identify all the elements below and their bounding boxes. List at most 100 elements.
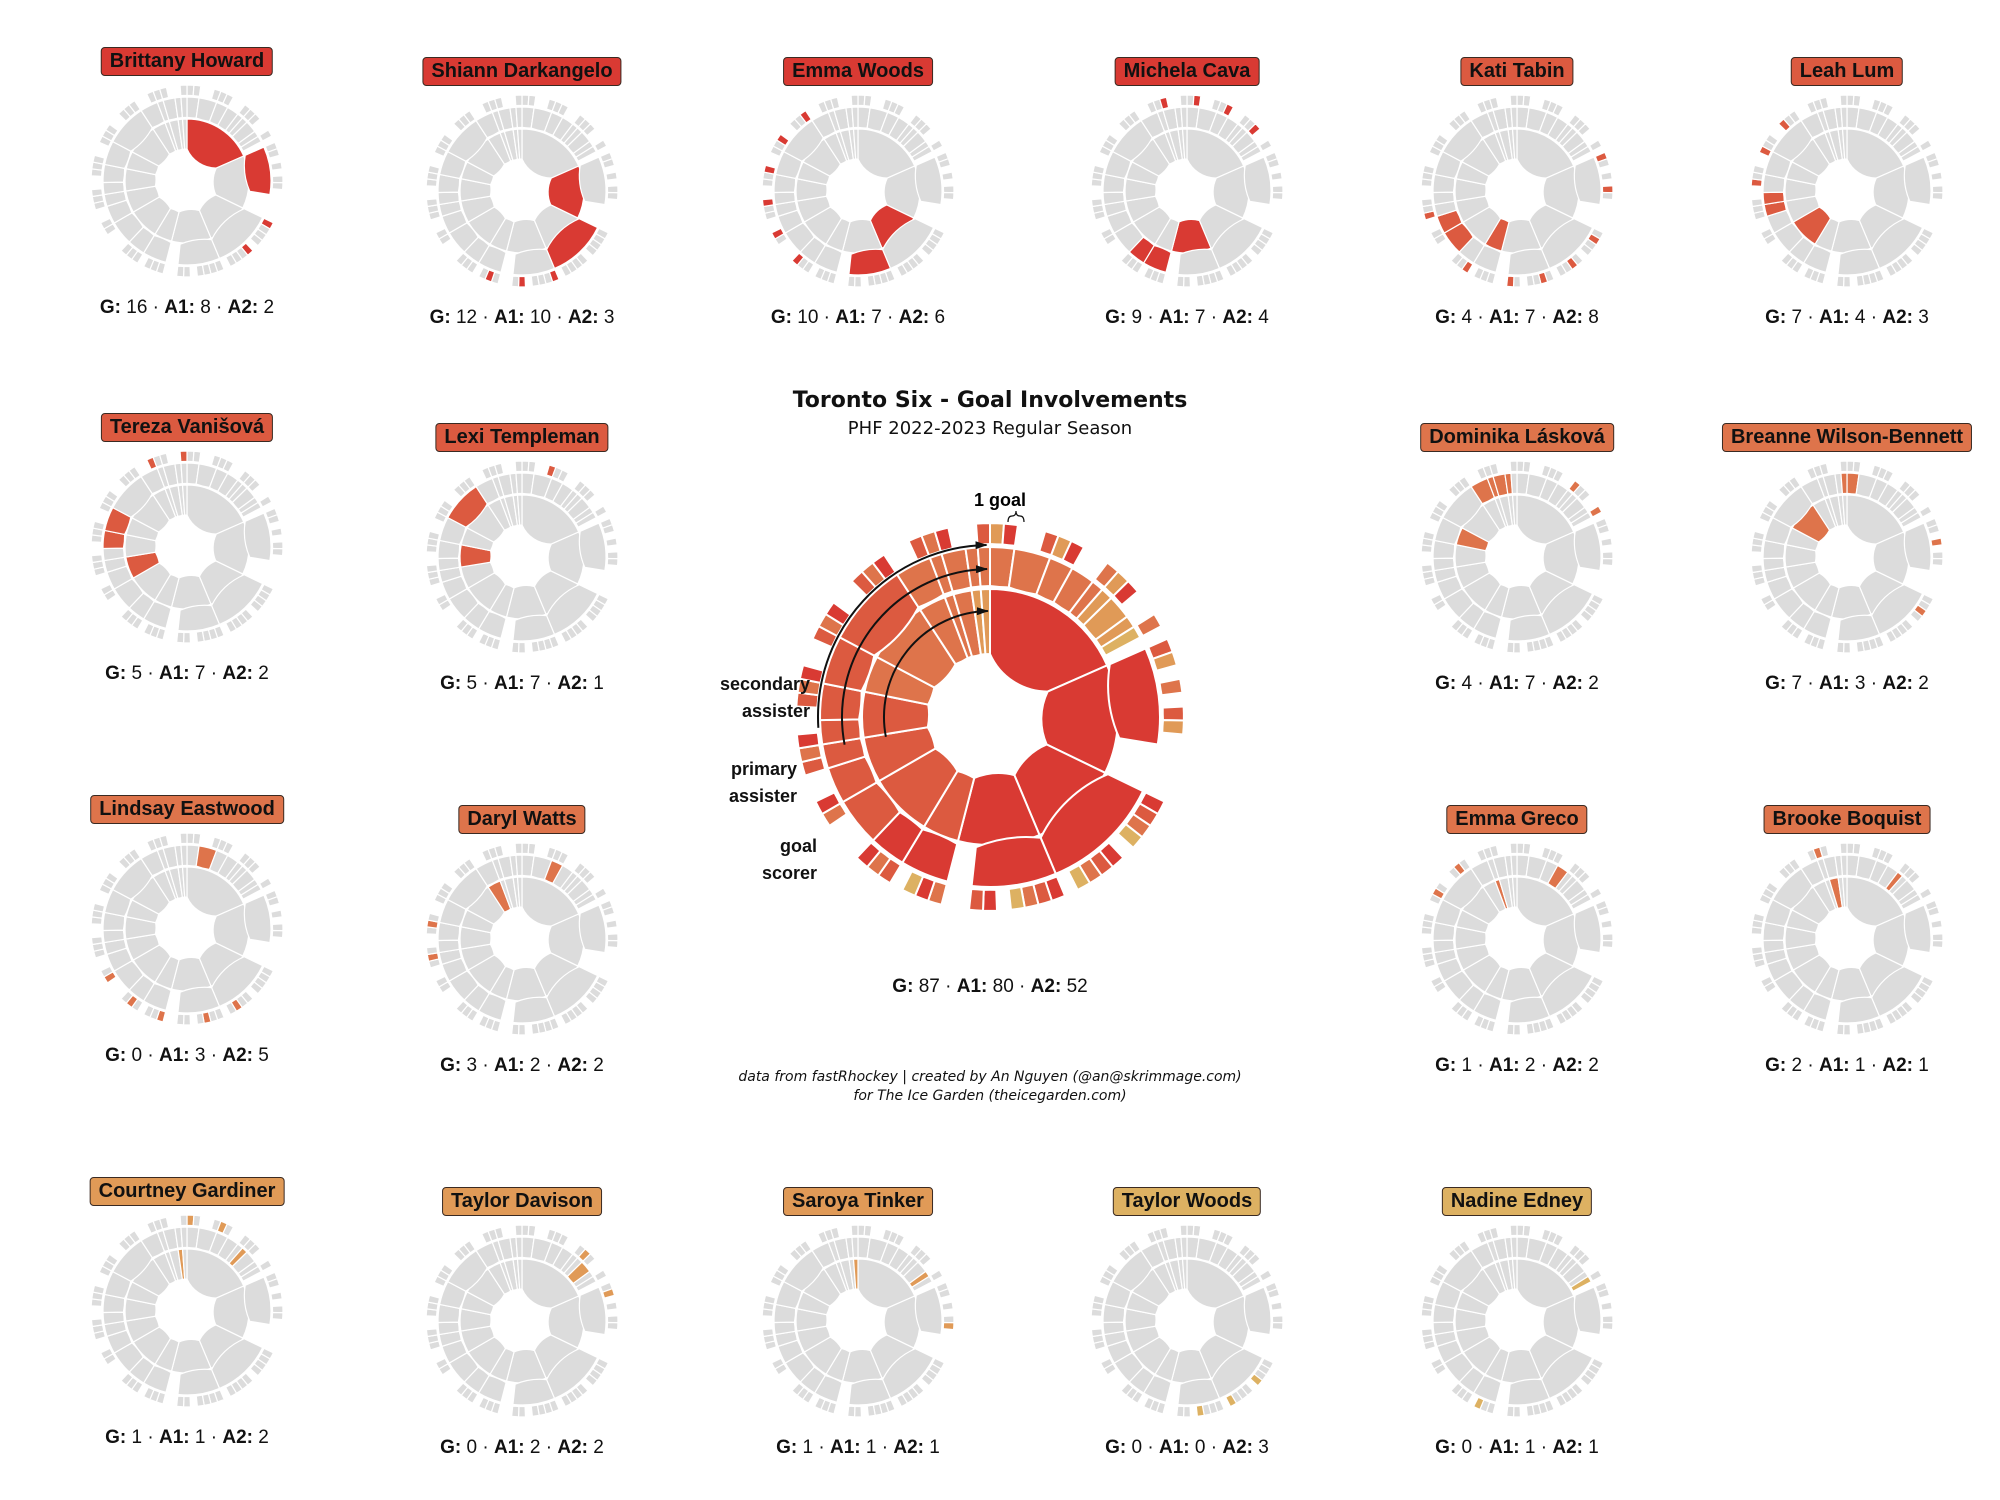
player-secondary-assists: 6 <box>929 307 946 328</box>
player-segment-secondary <box>601 157 616 169</box>
player-segment-secondary <box>1158 96 1170 110</box>
player-segment-secondary <box>195 264 205 278</box>
player-segment-secondary <box>1224 1393 1238 1408</box>
player-segment-secondary <box>893 103 906 117</box>
player-name-badge: Taylor Woods <box>1112 1187 1262 1216</box>
player-segment-secondary <box>1759 975 1774 988</box>
player-segment-secondary <box>1505 275 1515 288</box>
player-secondary-assists: 3 <box>598 307 615 328</box>
stat-label-g: G: <box>1435 673 1457 694</box>
player-segment-secondary <box>1552 469 1565 483</box>
player-segment-secondary <box>1488 462 1500 476</box>
player-segment-primary <box>1507 996 1551 1024</box>
stat-label-a2: A2: <box>567 307 599 328</box>
player-stats: G: 9 · A1: 7 · A2: 4 <box>1105 307 1269 329</box>
player-segment-secondary <box>1882 103 1895 117</box>
stat-label-g: G: <box>105 1427 127 1448</box>
stat-label-a1: A1: <box>494 1437 525 1458</box>
player-segment-primary <box>1840 106 1848 129</box>
player-primary-assists: 3 <box>1849 673 1871 694</box>
player-segment-secondary <box>942 1321 955 1331</box>
player-segment-secondary <box>606 191 619 201</box>
player-segment-secondary <box>850 1224 859 1237</box>
player-primary-assists: 7 <box>1189 307 1211 328</box>
player-segment-secondary <box>510 641 520 654</box>
player-segment-secondary <box>1931 557 1944 567</box>
stat-label-g: G: <box>1765 1055 1787 1076</box>
player-segment-secondary <box>1780 618 1794 633</box>
player-segment-secondary <box>1788 857 1802 872</box>
player-secondary-assists: 1 <box>1582 1437 1599 1458</box>
player-segment-primary <box>243 512 272 562</box>
stat-sep: · <box>1870 307 1883 328</box>
player-segment-secondary <box>425 946 439 956</box>
player-segment-secondary <box>1909 243 1924 257</box>
legend-arrows <box>817 541 989 745</box>
stat-sep: · <box>1477 307 1489 328</box>
stat-sep: · <box>545 673 558 694</box>
player-segment-secondary <box>1552 1233 1565 1247</box>
player-segment-secondary <box>1271 1315 1284 1324</box>
player-segment-secondary <box>1120 252 1134 267</box>
team-segment-secondary <box>1116 822 1144 850</box>
stat-sep: · <box>1210 1437 1223 1458</box>
player-segment-secondary <box>1882 469 1895 483</box>
player-segment-secondary <box>270 909 283 919</box>
player-goals: 2 <box>1786 1055 1808 1076</box>
player-segment-secondary <box>941 1301 954 1311</box>
stat-label-g: G: <box>776 1437 798 1458</box>
stat-label-a2: A2: <box>557 1055 588 1076</box>
stat-label-a2: A2: <box>893 1437 924 1458</box>
player-segment-secondary <box>1855 640 1865 654</box>
player-segment-primary <box>1240 145 1263 163</box>
stat-sep: · <box>1870 1055 1883 1076</box>
player-segment-secondary <box>1600 919 1613 929</box>
stat-sep: · <box>1540 1437 1553 1458</box>
player-segment-secondary <box>527 460 537 473</box>
player-segment-secondary <box>1552 851 1565 865</box>
player-segment-secondary <box>493 1226 505 1240</box>
player-segment-secondary <box>1505 1023 1515 1036</box>
player-segment-primary <box>914 1286 943 1336</box>
player-segment-primary <box>512 248 556 276</box>
player-segment-secondary <box>763 1294 777 1305</box>
player-segment-secondary <box>1931 191 1944 201</box>
player-name-badge: Lexi Templeman <box>435 423 609 452</box>
player-sunburst <box>425 460 619 654</box>
player-name-badge: Saroya Tinker <box>783 1187 933 1216</box>
player-segment-secondary <box>463 109 477 124</box>
legend-goal-scorer-line1: goal <box>780 836 817 856</box>
player-segment-secondary <box>1855 274 1865 288</box>
player-segment-secondary <box>1842 1023 1852 1036</box>
player-segment-secondary <box>1512 1023 1522 1036</box>
player-segment-secondary <box>179 450 188 463</box>
team-segment-secondary <box>1066 863 1092 892</box>
player-segment-secondary <box>1930 171 1943 181</box>
player-primary-assists: 1 <box>1849 1055 1871 1076</box>
player-segment-secondary <box>463 857 477 872</box>
player-segment-secondary <box>142 256 155 271</box>
player-segment-secondary <box>222 841 235 855</box>
player-segment-secondary <box>182 265 192 278</box>
player-secondary-assists: 2 <box>252 663 269 684</box>
player-segment-primary <box>914 156 943 206</box>
player-segment-secondary <box>270 527 283 537</box>
player-segment-secondary <box>158 1216 170 1230</box>
player-sunburst <box>425 842 619 1036</box>
player-segment-scorer <box>1841 494 1848 526</box>
player-stats: G: 4 · A1: 7 · A2: 2 <box>1435 673 1599 695</box>
player-segment-secondary <box>179 1214 188 1227</box>
player-segment-secondary <box>222 1223 235 1237</box>
player-stats: G: 0 · A1: 2 · A2: 2 <box>440 1437 604 1459</box>
player-segment-secondary <box>142 1004 155 1019</box>
legend-arrow-primary <box>841 565 989 745</box>
player-segment-primary <box>243 1276 272 1326</box>
player-segment-secondary <box>1600 1301 1613 1311</box>
player-segment-secondary <box>258 495 273 508</box>
player-segment-secondary <box>1179 94 1188 107</box>
player-primary-assists: 7 <box>1519 673 1541 694</box>
player-segment-secondary <box>1601 1321 1614 1331</box>
stat-label-a2: A2: <box>1552 1055 1583 1076</box>
player-segment-primary <box>177 1368 221 1396</box>
player-segment-primary <box>180 844 188 867</box>
